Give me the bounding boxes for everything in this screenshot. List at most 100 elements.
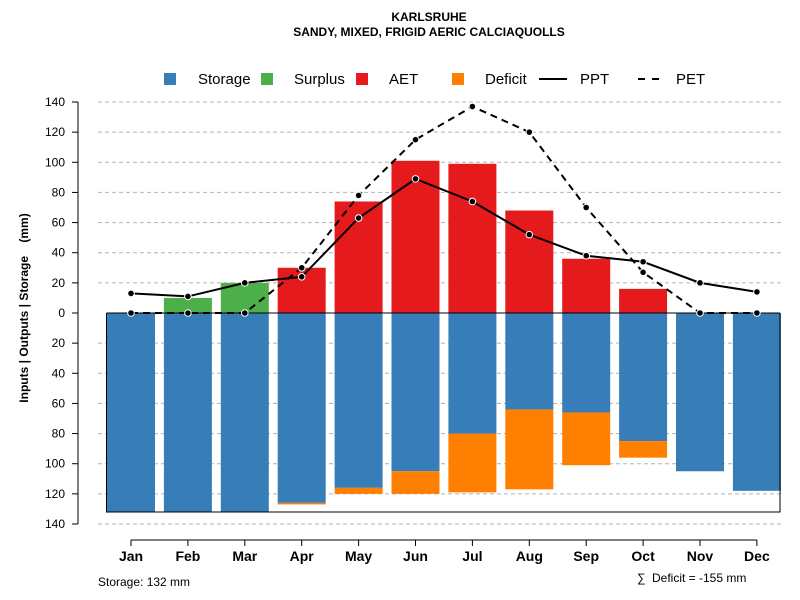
bar-aet-aug	[505, 210, 554, 313]
bar-storage-aug	[505, 313, 554, 410]
y-tick-label: 20	[52, 276, 66, 290]
x-tick-label-feb: Feb	[175, 548, 200, 564]
point-pet-oct	[639, 268, 647, 277]
point-ppt-jul	[468, 197, 477, 206]
x-tick-label-nov: Nov	[687, 548, 714, 564]
bar-aet-jul	[448, 163, 497, 313]
lines-layer	[127, 102, 761, 317]
legend-swatch-deficit	[452, 73, 464, 85]
point-ppt-may	[354, 214, 363, 222]
bar-aet-oct	[619, 288, 668, 313]
x-tick-label-sep: Sep	[573, 548, 599, 564]
y-tick-label: 40	[52, 246, 66, 260]
bar-storage-jan	[107, 313, 155, 512]
bar-storage-apr	[277, 313, 326, 503]
point-pet-jan	[127, 309, 135, 317]
legend-label-surplus: Surplus	[294, 71, 345, 88]
legend-swatch-storage	[164, 73, 176, 85]
point-pet-sep	[582, 203, 591, 212]
bars-layer	[107, 160, 781, 512]
y-tick-label: 140	[45, 517, 65, 531]
x-axis: Jan Feb Mar Apr May Jun Jul Aug Sep Oct Nov Dec	[119, 539, 770, 564]
y-tick-label: 60	[52, 396, 66, 410]
bar-aet-jun	[391, 160, 440, 313]
x-tick-label-mar: Mar	[232, 548, 257, 564]
bar-deficit-may	[334, 487, 383, 494]
chart-subtitle: SANDY, MIXED, FRIGID AERIC CALCIAQUOLLS	[293, 25, 565, 39]
line-ppt	[130, 177, 758, 298]
y-tick-label: 120	[45, 487, 65, 501]
bar-storage-jun	[391, 313, 440, 472]
storage-note: Storage: 132 mm	[98, 575, 190, 589]
point-ppt-nov	[696, 279, 704, 287]
y-axis: 140 120 100 80 60 40 20 0 20 40 60 80 100 120 140	[45, 95, 79, 531]
legend-label-deficit: Deficit	[485, 71, 528, 88]
x-tick-label-jan: Jan	[119, 548, 143, 564]
deficit-note: Deficit = -155 mm	[652, 571, 746, 585]
point-ppt-apr	[297, 273, 306, 281]
line-pet	[131, 105, 757, 314]
bar-deficit-apr	[277, 502, 326, 505]
bar-storage-oct	[619, 313, 668, 442]
point-pet-jul	[468, 102, 477, 111]
storage-capacity-frame	[106, 313, 781, 513]
point-pet-jun	[411, 135, 420, 144]
point-pet-dec	[753, 309, 761, 317]
point-ppt-oct	[639, 257, 647, 266]
bar-storage-nov	[676, 313, 724, 472]
bar-surplus-mar	[220, 282, 269, 313]
point-pet-feb	[184, 309, 192, 317]
point-pet-nov	[696, 309, 704, 317]
point-ppt-feb	[184, 292, 192, 301]
grid-lines	[98, 101, 784, 525]
y-tick-label: 140	[45, 95, 65, 109]
bar-deficit-sep	[562, 412, 611, 466]
bar-storage-sep	[562, 313, 611, 413]
point-pet-apr	[297, 263, 306, 272]
point-pet-mar	[241, 309, 249, 317]
point-pet-aug	[525, 128, 534, 136]
bar-surplus-feb	[163, 297, 212, 313]
x-tick-label-may: May	[345, 548, 372, 564]
legend-label-storage: Storage	[198, 71, 251, 88]
point-pet-may	[354, 191, 363, 200]
bar-storage-feb	[163, 313, 212, 512]
y-tick-label: 0	[58, 306, 65, 320]
y-tick-label: 100	[45, 155, 65, 169]
point-ppt-jun	[411, 175, 420, 183]
bar-aet-sep	[562, 258, 611, 313]
bar-deficit-oct	[619, 441, 668, 458]
point-ppt-aug	[525, 230, 534, 239]
y-tick-label: 100	[45, 457, 65, 471]
point-ppt-jan	[127, 289, 135, 298]
legend-label-aet: AET	[389, 71, 418, 88]
y-tick-label: 120	[45, 125, 65, 139]
bar-deficit-jun	[391, 471, 440, 494]
x-tick-label-aug: Aug	[516, 548, 543, 564]
x-tick-label-jun: Jun	[403, 548, 428, 564]
point-ppt-dec	[753, 288, 761, 296]
legend-label-pet: PET	[676, 71, 705, 88]
bar-storage-mar	[220, 313, 269, 512]
y-tick-label: 40	[52, 366, 66, 380]
legend-swatch-surplus	[261, 73, 273, 85]
x-tick-label-dec: Dec	[744, 548, 770, 564]
x-tick-label-jul: Jul	[462, 548, 482, 564]
bar-deficit-jul	[448, 433, 497, 493]
y-tick-label: 80	[52, 427, 66, 441]
x-tick-label-oct: Oct	[631, 548, 655, 564]
y-axis-label: Inputs | Outputs | Storage (mm)	[17, 213, 31, 402]
bar-deficit-aug	[505, 409, 554, 490]
point-ppt-mar	[241, 279, 249, 287]
legend-swatch-aet	[356, 73, 368, 85]
bar-storage-dec	[732, 313, 781, 491]
legend-label-ppt: PPT	[580, 71, 609, 88]
y-tick-label: 20	[52, 336, 66, 350]
legend: Storage Surplus AET Deficit PPT PET	[164, 71, 705, 88]
y-tick-label: 80	[52, 185, 66, 199]
bar-storage-may	[334, 313, 383, 488]
deficit-sum-symbol: ∑	[637, 571, 646, 585]
chart-title: KARLSRUHE	[391, 10, 466, 24]
point-ppt-sep	[582, 251, 591, 260]
